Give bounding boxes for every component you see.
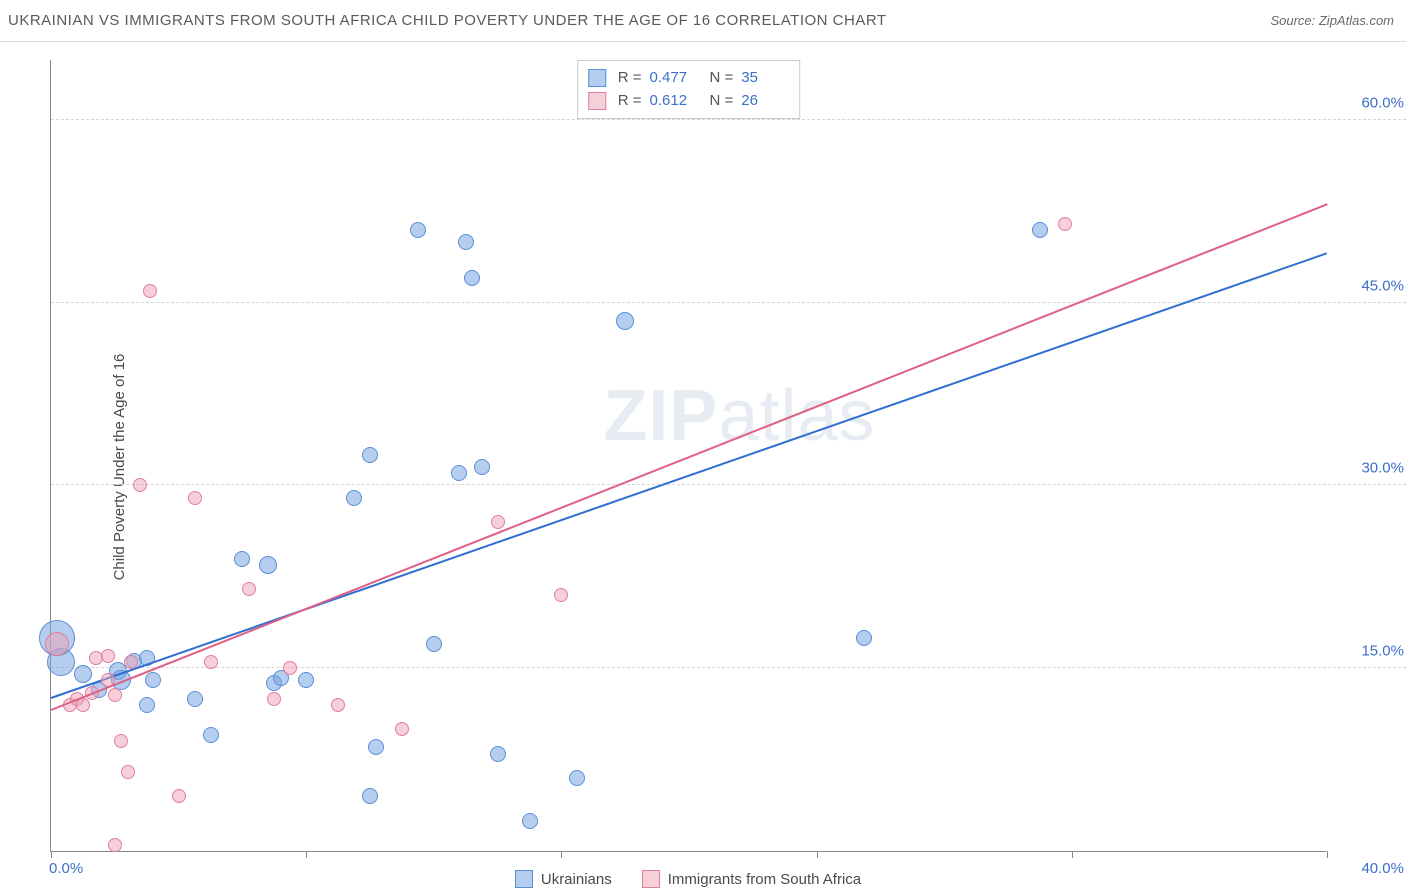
data-point	[188, 491, 202, 505]
data-point	[259, 556, 277, 574]
data-point	[139, 697, 155, 713]
data-point	[362, 447, 378, 463]
data-point	[234, 551, 250, 567]
data-point	[172, 789, 186, 803]
r-label: R =	[618, 67, 642, 90]
legend-label: Immigrants from South Africa	[668, 871, 861, 888]
plot-region: ZIPatlas R =0.477N =35R =0.612N =26 0.0%…	[50, 60, 1326, 852]
x-tick-label-max: 40.0%	[1361, 860, 1404, 877]
chart-area: Child Poverty Under the Age of 16 ZIPatl…	[0, 42, 1406, 892]
data-point	[474, 459, 490, 475]
data-point	[283, 661, 297, 675]
data-point	[362, 788, 378, 804]
data-point	[464, 270, 480, 286]
data-point	[1058, 217, 1072, 231]
data-point	[856, 630, 872, 646]
data-point	[395, 722, 409, 736]
trend-line	[51, 203, 1328, 711]
data-point	[124, 655, 138, 669]
data-point	[331, 698, 345, 712]
legend-swatch	[515, 870, 533, 888]
gridline	[51, 119, 1406, 120]
y-tick-label: 30.0%	[1361, 460, 1404, 477]
stats-box: R = 0.477 N = 35 R = 0.612 N = 26	[577, 60, 801, 119]
legend: Ukrainians Immigrants from South Africa	[50, 870, 1326, 888]
data-point	[491, 515, 505, 529]
data-point	[108, 838, 122, 852]
data-point	[133, 478, 147, 492]
gridline	[51, 484, 1406, 485]
series-swatch	[588, 92, 606, 110]
data-point	[1032, 222, 1048, 238]
gridline	[51, 667, 1406, 668]
watermark: ZIPatlas	[603, 375, 875, 457]
data-point	[89, 651, 103, 665]
r-label: R =	[618, 90, 642, 113]
n-value: 26	[741, 90, 789, 113]
data-point	[569, 770, 585, 786]
data-point	[101, 649, 115, 663]
r-value: 0.612	[650, 90, 698, 113]
trend-line	[51, 252, 1328, 699]
data-point	[114, 734, 128, 748]
data-point	[45, 632, 69, 656]
data-point	[108, 688, 122, 702]
data-point	[242, 582, 256, 596]
data-point	[451, 465, 467, 481]
x-tick	[561, 851, 562, 858]
data-point	[522, 813, 538, 829]
legend-swatch	[642, 870, 660, 888]
data-point	[267, 692, 281, 706]
n-value: 35	[741, 67, 789, 90]
r-value: 0.477	[650, 67, 698, 90]
data-point	[346, 490, 362, 506]
source-credit: Source: ZipAtlas.com	[1270, 13, 1394, 28]
data-point	[298, 672, 314, 688]
y-tick-label: 45.0%	[1361, 277, 1404, 294]
x-tick	[817, 851, 818, 858]
legend-item: Ukrainians	[515, 870, 612, 888]
x-tick	[306, 851, 307, 858]
data-point	[121, 765, 135, 779]
data-point	[145, 672, 161, 688]
y-tick-label: 15.0%	[1361, 643, 1404, 660]
data-point	[74, 665, 92, 683]
data-point	[410, 222, 426, 238]
data-point	[368, 739, 384, 755]
gridline	[51, 302, 1406, 303]
y-tick-label: 60.0%	[1361, 94, 1404, 111]
data-point	[554, 588, 568, 602]
data-point	[490, 746, 506, 762]
data-point	[143, 284, 157, 298]
x-tick	[51, 851, 52, 858]
series-swatch	[588, 69, 606, 87]
data-point	[203, 727, 219, 743]
data-point	[616, 312, 634, 330]
stats-row: R = 0.612 N = 26	[588, 90, 790, 113]
n-label: N =	[710, 90, 734, 113]
legend-label: Ukrainians	[541, 871, 612, 888]
stats-row: R = 0.477 N = 35	[588, 67, 790, 90]
x-tick	[1072, 851, 1073, 858]
data-point	[426, 636, 442, 652]
data-point	[187, 691, 203, 707]
legend-item: Immigrants from South Africa	[642, 870, 861, 888]
x-tick	[1327, 851, 1328, 858]
chart-header: UKRAINIAN VS IMMIGRANTS FROM SOUTH AFRIC…	[0, 0, 1406, 42]
data-point	[204, 655, 218, 669]
n-label: N =	[710, 67, 734, 90]
data-point	[458, 234, 474, 250]
chart-title: UKRAINIAN VS IMMIGRANTS FROM SOUTH AFRIC…	[8, 12, 887, 29]
